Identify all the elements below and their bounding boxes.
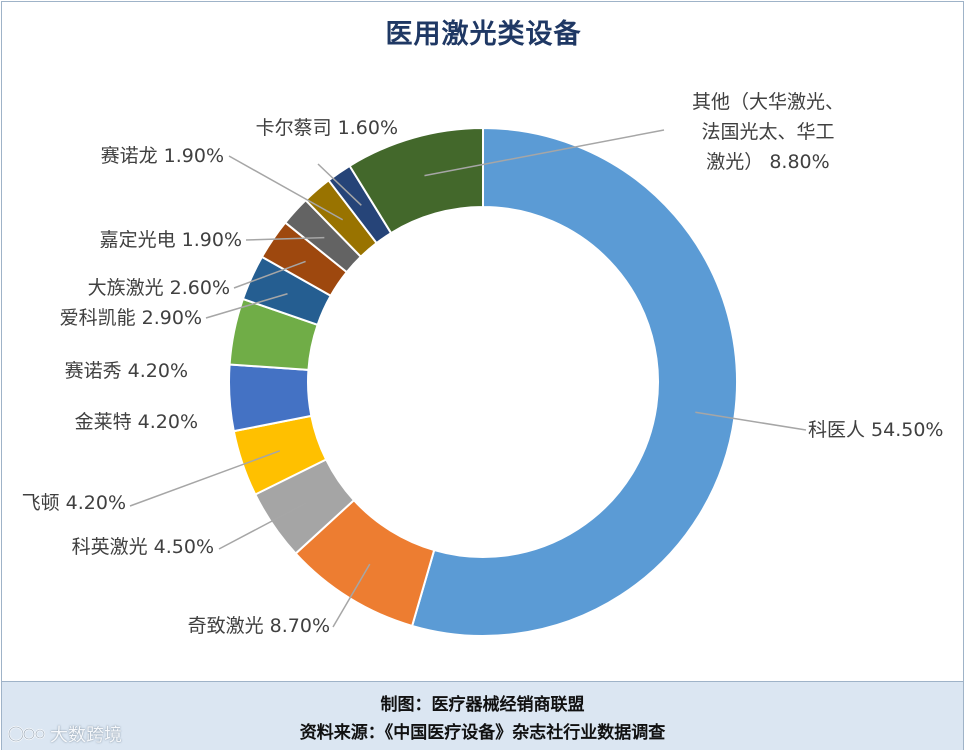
slice-1: [410, 126, 738, 637]
leader-line-7: [205, 293, 288, 319]
leader-line-3: [218, 502, 307, 550]
slice-label-6: 赛诺秀 4.20%: [65, 360, 188, 382]
chart-title: 医用激光类设备: [385, 19, 582, 50]
slices-layer: [228, 126, 738, 637]
labels-layer: 科医人 54.50% 奇致激光 8.70% 科英激光 4.50% 飞顿 4.20% 金莱…: [22, 91, 944, 637]
leader-line-8: [233, 260, 306, 289]
watermark-logo-icon: [8, 725, 46, 743]
slice-label-4: 飞顿 4.20%: [22, 492, 126, 514]
slice-label-8: 大族激光 2.60%: [88, 277, 230, 299]
watermark: 大数跨境: [8, 721, 122, 747]
footer-source: 资料来源：《中国医疗设备》杂志社行业数据调查: [299, 723, 666, 743]
leader-lines-layer: [129, 129, 807, 628]
slice-label-3: 科英激光 4.50%: [72, 536, 214, 558]
slice-label-9: 嘉定光电 1.90%: [100, 229, 242, 251]
slice-label-11: 卡尔蔡司 1.60%: [256, 117, 398, 139]
slice-label-5: 金莱特 4.20%: [75, 411, 198, 433]
donut-chart: 科医人 54.50% 奇致激光 8.70% 科英激光 4.50% 飞顿 4.20% 金莱…: [22, 91, 944, 637]
leader-line-4: [129, 450, 281, 507]
slice-label-2: 奇致激光 8.70%: [188, 615, 330, 637]
slice-label-12: 其他（大华激光、法国光太、华工激光） 8.80%: [692, 91, 844, 173]
slice-label-10: 赛诺龙 1.90%: [101, 145, 224, 167]
footer: 制图：医疗器械经销商联盟 资料来源：《中国医疗设备》杂志社行业数据调查: [2, 681, 963, 750]
leader-line-1: [695, 411, 807, 431]
leader-line-12: [424, 129, 665, 177]
leader-line-11: [317, 163, 362, 206]
slice-label-7: 爱科凯能 2.90%: [60, 307, 202, 329]
leader-line-9: [245, 236, 325, 241]
watermark-text: 大数跨境: [50, 725, 122, 746]
leader-line-2: [332, 563, 371, 628]
slice-12: [348, 126, 484, 235]
slice-label-1: 科医人 54.50%: [808, 419, 944, 441]
footer-credit: 制图：医疗器械经销商联盟: [380, 695, 585, 715]
leader-line-10: [228, 155, 344, 221]
